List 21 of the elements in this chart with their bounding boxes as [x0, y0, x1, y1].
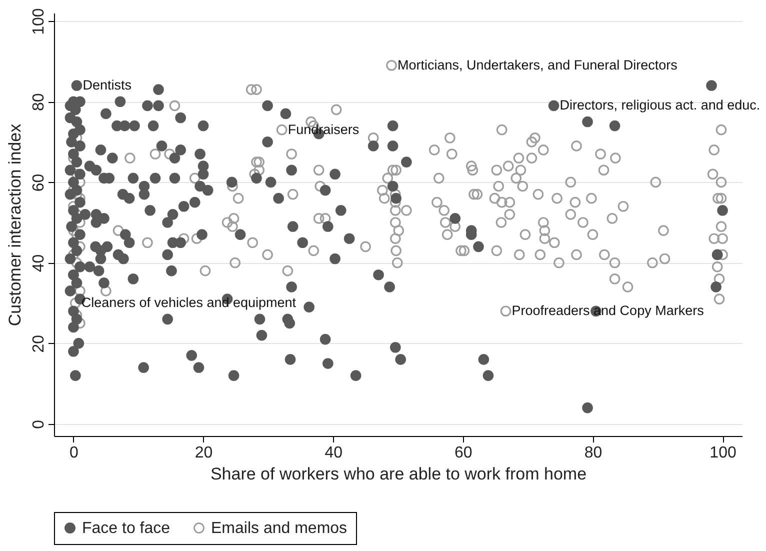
x-tick-label: 40 — [324, 444, 343, 462]
x-tick-label: 80 — [584, 444, 602, 462]
annotation: Cleaners of vehicles and equipment — [81, 295, 296, 310]
legend-label: Face to face — [82, 520, 170, 537]
y-tick-label: 100 — [30, 8, 48, 35]
y-tick-label: 60 — [30, 174, 48, 192]
y-tick-label: 40 — [30, 254, 48, 272]
y-axis-title: Customer interaction index — [6, 123, 24, 326]
x-tick-label: 0 — [70, 444, 79, 462]
y-tick-label: 20 — [30, 334, 48, 353]
legend-label: Emails and memos — [211, 520, 348, 537]
x-tick-label: 20 — [194, 444, 213, 462]
x-tick-label: 60 — [454, 444, 472, 462]
annotation: Directors, religious act. and educ. — [560, 98, 760, 113]
annotation: Fundraisers — [288, 122, 360, 137]
x-tick-label: 100 — [710, 444, 736, 462]
annotation: Dentists — [82, 78, 132, 93]
y-tick-label: 80 — [30, 93, 48, 112]
x-axis-title: Share of workers who are able to work from home — [210, 464, 587, 484]
y-tick-label: 0 — [30, 420, 48, 429]
annotation: Morticians, Undertakers, and Funeral Directors — [398, 57, 678, 72]
